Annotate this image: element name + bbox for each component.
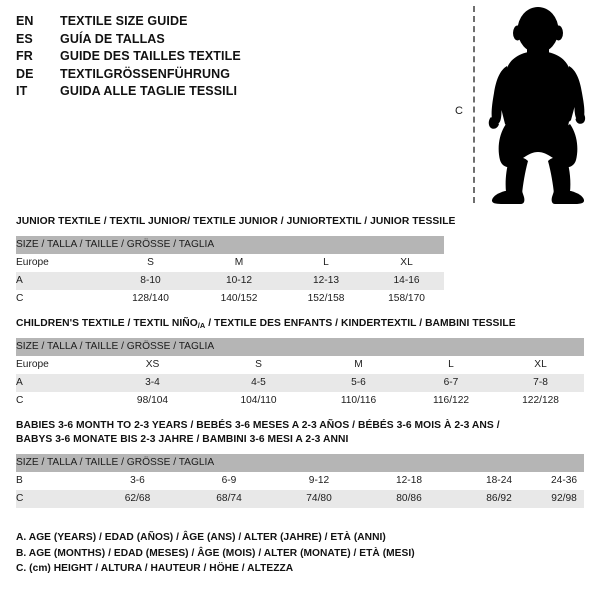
table-row: A 8-10 10-12 12-13 14-16 [16, 272, 445, 290]
table-cell: 24-36 [544, 472, 585, 490]
table-row: C 98/104 104/110 110/116 116/122 122/128 [16, 392, 585, 410]
table-cell: 92/98 [544, 490, 585, 508]
size-header-label: SIZE / TALLA / TAILLE / GRÖSSE / TAGLIA [16, 338, 585, 356]
row-label: A [16, 272, 106, 290]
table-row: A 3-4 4-5 5-6 6-7 7-8 [16, 374, 585, 392]
table-row: C 128/140 140/152 152/158 158/170 [16, 290, 445, 308]
table-cell: 68/74 [184, 490, 274, 508]
babies-size-table: SIZE / TALLA / TAILLE / GRÖSSE / TAGLIA … [16, 454, 585, 508]
table-cell: 98/104 [100, 392, 205, 410]
table-cell: 128/140 [106, 290, 195, 308]
table-cell: L [405, 356, 497, 374]
table-cell: 4-5 [205, 374, 312, 392]
table-cell: XL [369, 254, 445, 272]
height-measure-label: C [455, 105, 464, 117]
language-title: TEXTILE SIZE GUIDE [60, 14, 188, 28]
table-cell: 18-24 [454, 472, 544, 490]
row-label: Europe [16, 356, 100, 374]
height-measurement-figure: C [440, 0, 600, 210]
table-cell: 14-16 [369, 272, 445, 290]
table-header-row: SIZE / TALLA / TAILLE / GRÖSSE / TAGLIA [16, 454, 585, 472]
table-cell: 7-8 [497, 374, 585, 392]
children-title-post: / TEXTILE DES ENFANTS / KINDERTEXTIL / B… [205, 318, 516, 329]
size-header-label: SIZE / TALLA / TAILLE / GRÖSSE / TAGLIA [16, 236, 445, 254]
language-row: DE TEXTILGRÖSSENFÜHRUNG [16, 67, 436, 85]
language-row: IT GUIDA ALLE TAGLIE TESSILI [16, 84, 436, 102]
language-title: GUÍA DE TALLAS [60, 31, 165, 46]
table-cell: 74/80 [274, 490, 364, 508]
table-row: B 3-6 6-9 9-12 12-18 18-24 24-36 [16, 472, 585, 490]
row-label: C [16, 490, 91, 508]
table-cell: M [312, 356, 405, 374]
language-code: FR [16, 49, 33, 63]
table-cell: 158/170 [369, 290, 445, 308]
language-code: EN [16, 14, 34, 28]
table-header-row: SIZE / TALLA / TAILLE / GRÖSSE / TAGLIA [16, 236, 445, 254]
table-cell: 6-9 [184, 472, 274, 490]
children-textile-table-block: CHILDREN'S TEXTILE / TEXTIL NIÑO/A / TEX… [16, 317, 585, 410]
table-row: Europe XS S M L XL [16, 356, 585, 374]
table-cell: 152/158 [283, 290, 369, 308]
language-row: FR GUIDE DES TAILLES TEXTILE [16, 49, 436, 67]
language-row: EN TEXTILE SIZE GUIDE [16, 14, 436, 32]
language-code: IT [16, 84, 28, 98]
table-cell: 8-10 [106, 272, 195, 290]
table-row: C 62/68 68/74 74/80 80/86 86/92 92/98 [16, 490, 585, 508]
table-cell: 62/68 [91, 490, 184, 508]
row-label: Europe [16, 254, 106, 272]
row-label: B [16, 472, 91, 490]
row-label: C [16, 290, 106, 308]
table-cell: S [205, 356, 312, 374]
table-cell: 104/110 [205, 392, 312, 410]
table-header-row: SIZE / TALLA / TAILLE / GRÖSSE / TAGLIA [16, 338, 585, 356]
height-dashed-line [473, 6, 475, 203]
table-cell: 3-4 [100, 374, 205, 392]
row-label: C [16, 392, 100, 410]
legend-line-a: A. AGE (YEARS) / EDAD (AÑOS) / ÂGE (ANS)… [16, 532, 386, 543]
size-header-label: SIZE / TALLA / TAILLE / GRÖSSE / TAGLIA [16, 454, 585, 472]
table-cell: 12-18 [364, 472, 454, 490]
language-row: ES GUÍA DE TALLAS [16, 32, 436, 50]
table-cell: L [283, 254, 369, 272]
table-row: Europe S M L XL [16, 254, 445, 272]
language-title-block: EN TEXTILE SIZE GUIDE ES GUÍA DE TALLAS … [16, 14, 436, 102]
table-cell: 6-7 [405, 374, 497, 392]
toddler-silhouette-icon [488, 7, 586, 204]
children-size-table: SIZE / TALLA / TAILLE / GRÖSSE / TAGLIA … [16, 338, 585, 410]
table-cell: 10-12 [195, 272, 283, 290]
babies-table-title-line1: BABIES 3-6 MONTH TO 2-3 YEARS / BEBÉS 3-… [16, 420, 500, 431]
table-cell: M [195, 254, 283, 272]
language-title: GUIDE DES TAILLES TEXTILE [60, 49, 241, 63]
junior-textile-table-block: JUNIOR TEXTILE / TEXTIL JUNIOR/ TEXTILE … [16, 215, 456, 308]
legend-line-c: C. (cm) HEIGHT / ALTURA / HAUTEUR / HÖHE… [16, 563, 294, 574]
legend-line-b: B. AGE (MONTHS) / EDAD (MESES) / ÂGE (MO… [16, 547, 415, 559]
table-cell: 122/128 [497, 392, 585, 410]
language-title: TEXTILGRÖSSENFÜHRUNG [60, 66, 231, 81]
row-label: A [16, 374, 100, 392]
table-cell: S [106, 254, 195, 272]
children-title-subscript: /A [197, 321, 206, 330]
babies-textile-table-block: BABIES 3-6 MONTH TO 2-3 YEARS / BEBÉS 3-… [16, 419, 585, 508]
table-cell: XS [100, 356, 205, 374]
language-code: DE [16, 66, 34, 81]
table-cell: 140/152 [195, 290, 283, 308]
table-cell: 86/92 [454, 490, 544, 508]
table-cell: 12-13 [283, 272, 369, 290]
junior-size-table: SIZE / TALLA / TAILLE / GRÖSSE / TAGLIA … [16, 236, 445, 308]
junior-table-title: JUNIOR TEXTILE / TEXTIL JUNIOR/ TEXTILE … [16, 216, 456, 227]
table-cell: XL [497, 356, 585, 374]
table-cell: 110/116 [312, 392, 405, 410]
table-cell: 80/86 [364, 490, 454, 508]
babies-table-title-line2: BABYS 3-6 MONATE BIS 2-3 JAHRE / BAMBINI… [16, 434, 349, 445]
measurement-legend: A. AGE (YEARS) / EDAD (AÑOS) / ÂGE (ANS)… [16, 530, 456, 577]
language-title: GUIDA ALLE TAGLIE TESSILI [60, 84, 238, 98]
children-title-pre: CHILDREN'S TEXTILE / TEXTIL NIÑO [16, 318, 198, 329]
table-cell: 3-6 [91, 472, 184, 490]
language-code: ES [16, 31, 33, 46]
table-cell: 116/122 [405, 392, 497, 410]
children-table-title: CHILDREN'S TEXTILE / TEXTIL NIÑO/A / TEX… [16, 317, 584, 331]
table-cell: 5-6 [312, 374, 405, 392]
table-cell: 9-12 [274, 472, 364, 490]
